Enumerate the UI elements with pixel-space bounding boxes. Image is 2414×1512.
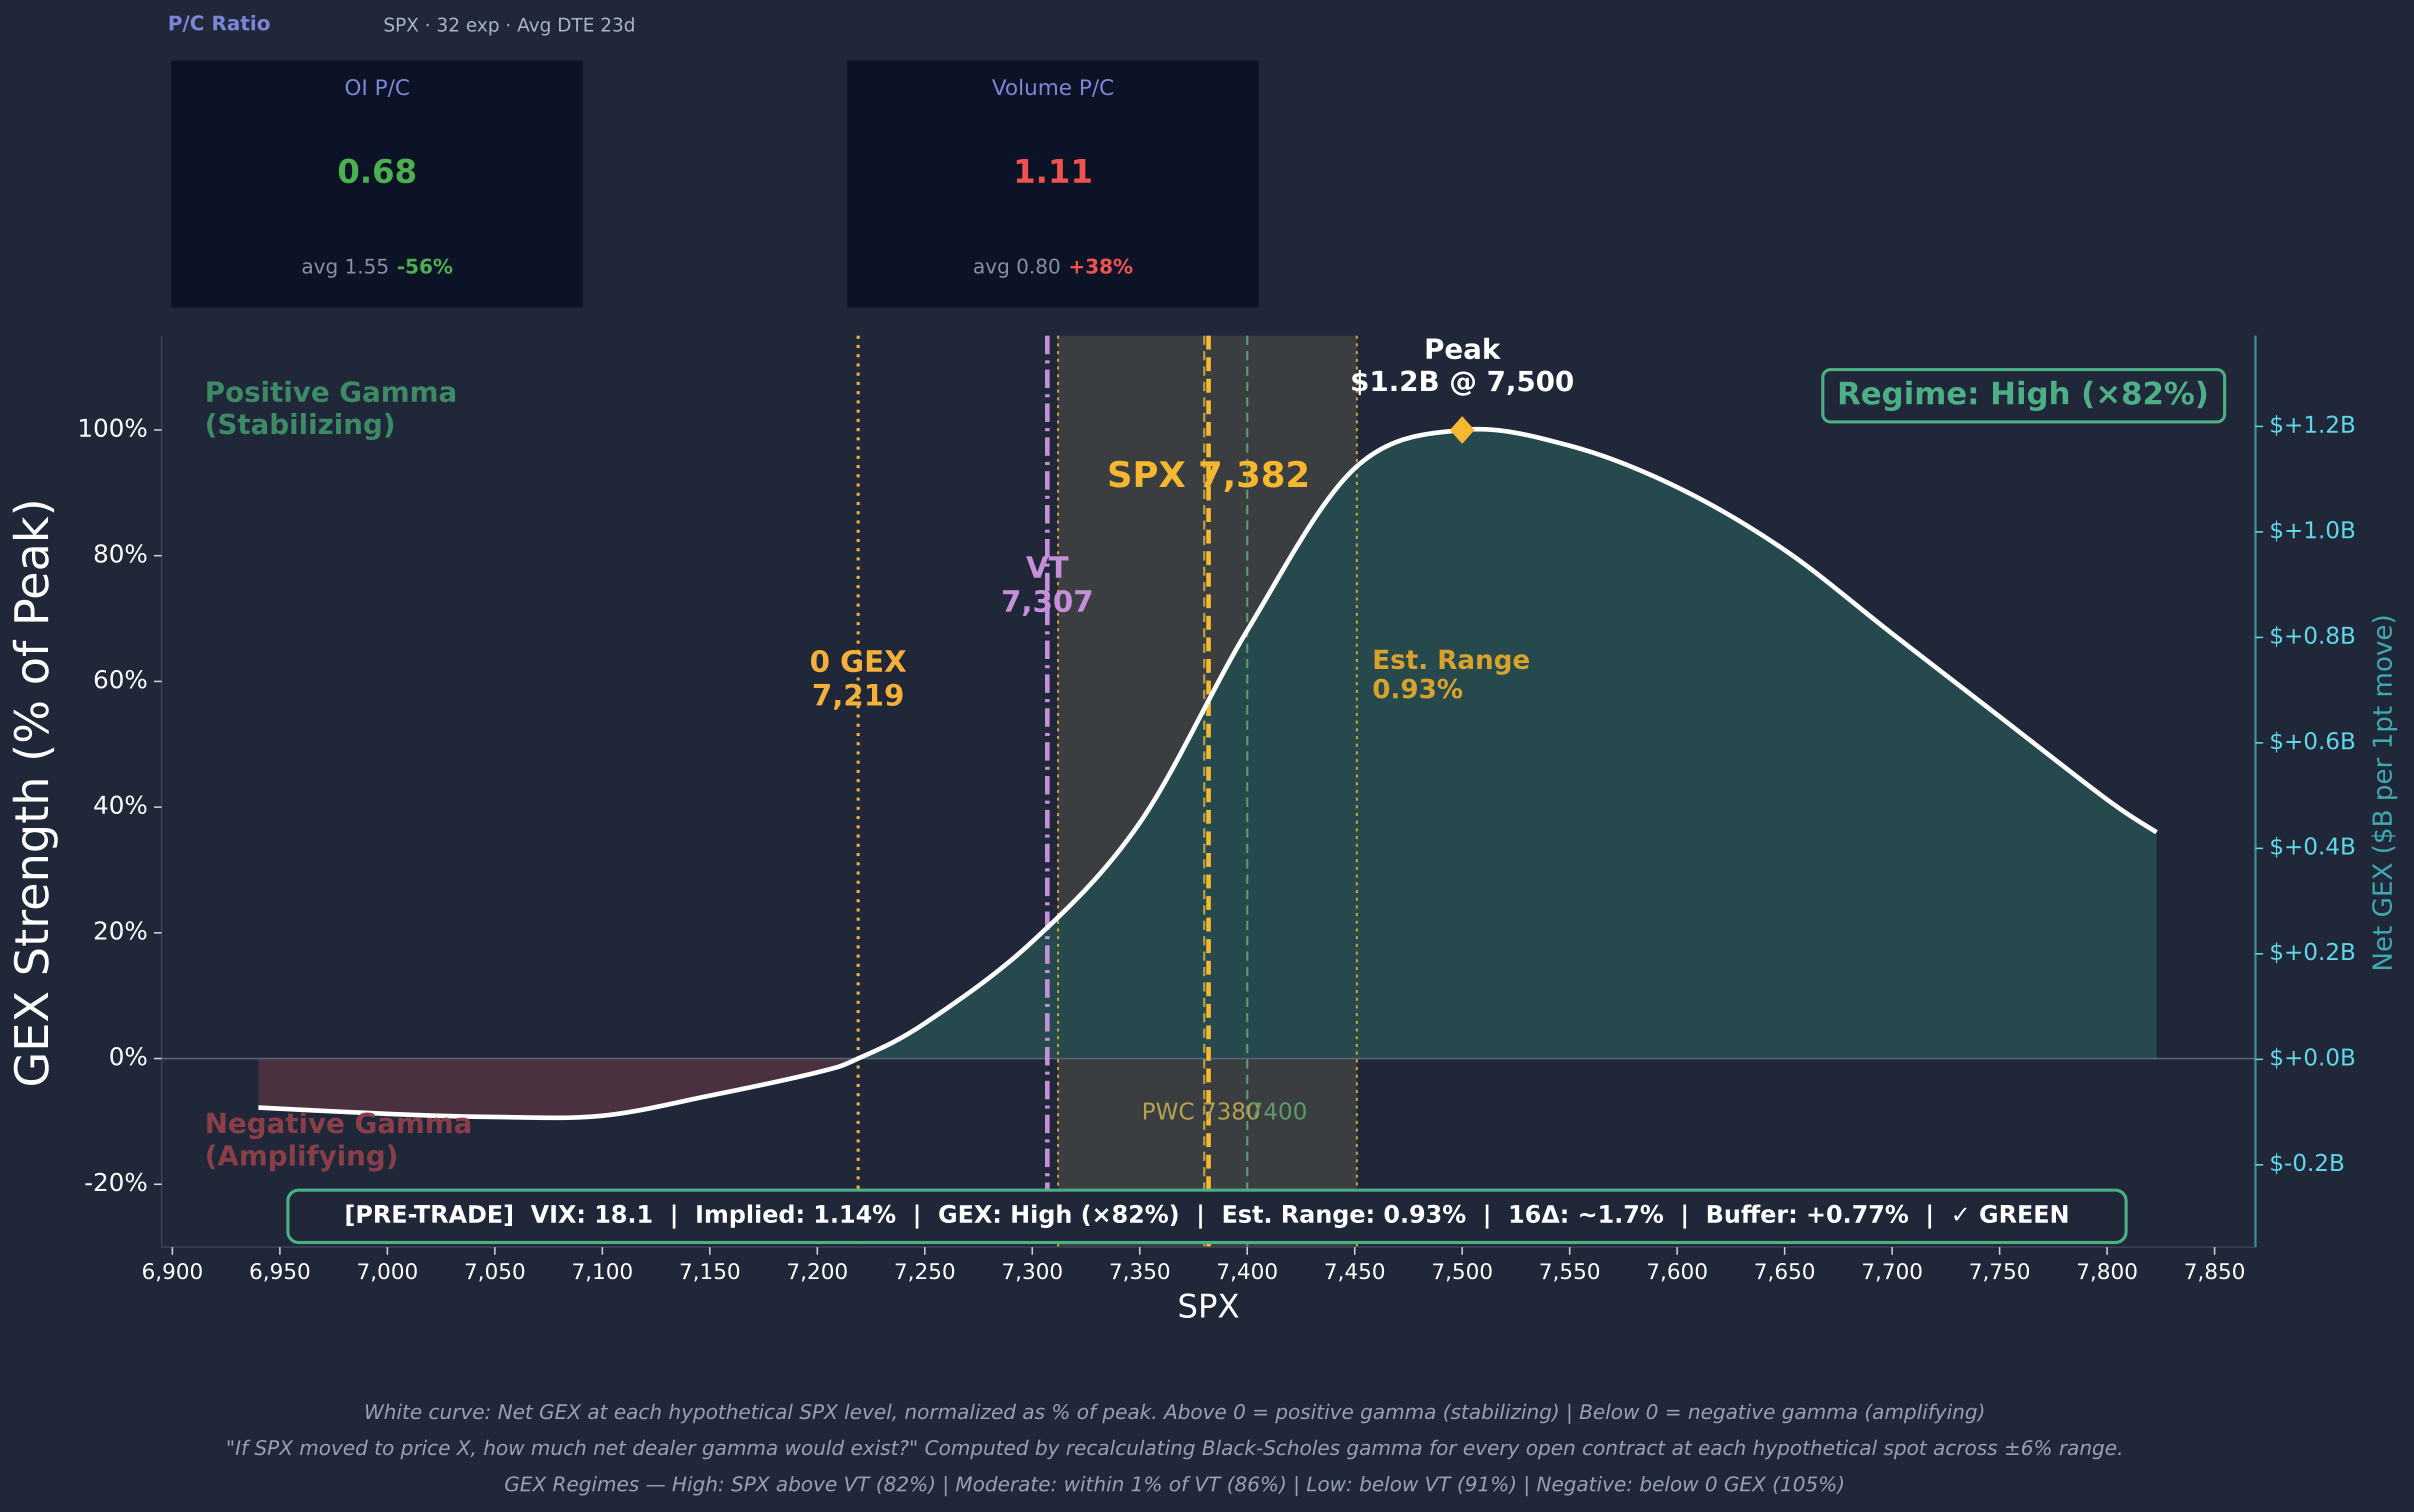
negative-area (258, 1058, 858, 1118)
footnote: White curve: Net GEX at each hypothetica… (364, 1401, 1986, 1424)
x-tick-label: 7,400 (1216, 1260, 1278, 1284)
card-avg-text: avg 0.80 (973, 256, 1060, 278)
x-tick-label: 7,300 (1002, 1260, 1063, 1284)
peak-marker (1450, 416, 1475, 444)
card-value: 1.11 (1013, 154, 1093, 191)
reference-label: 7,219 (812, 678, 904, 712)
footnote: "If SPX moved to price X, how much net d… (226, 1437, 2124, 1460)
y2-tick-label: $+1.0B (2270, 516, 2356, 544)
positive-area (258, 429, 2157, 1059)
panel-subtitle: SPX · 32 exp · Avg DTE 23d (384, 14, 636, 36)
x-axis-label: SPX (1178, 1288, 1240, 1326)
y2-tick-label: $+0.2B (2270, 938, 2356, 966)
card-avg: avg 0.80 +38% (973, 256, 1133, 278)
x-tick-label: 7,050 (464, 1260, 526, 1284)
y-tick-label: -20% (84, 1168, 148, 1197)
x-tick-label: 7,750 (1969, 1260, 2030, 1284)
peak-label: Peak (1424, 334, 1501, 366)
positive-gamma-label: (Stabilizing) (205, 409, 396, 441)
x-tick-label: 6,950 (249, 1260, 310, 1284)
negative-gamma-label: Negative Gamma (205, 1108, 472, 1140)
y-tick-label: 40% (93, 791, 148, 820)
x-tick-label: 7,450 (1324, 1260, 1386, 1284)
est-range-label: Est. Range (1372, 645, 1530, 676)
y2-axis-label: Net GEX ($B per 1pt move) (2368, 614, 2398, 972)
regime-label: Regime: High (×82%) (1837, 376, 2209, 412)
y-tick-label: 0% (108, 1042, 148, 1072)
y-tick-label: 80% (93, 540, 148, 568)
gex-curve (258, 426, 2158, 1120)
x-tick-label: 7,800 (2076, 1260, 2138, 1284)
card (846, 59, 1260, 309)
y2-tick-label: $+1.2B (2270, 411, 2356, 438)
y2-tick-label: $+0.6B (2270, 728, 2356, 754)
y2-tick-label: $-0.2B (2270, 1150, 2345, 1176)
y-tick-label: 100% (78, 414, 148, 442)
status-box (286, 1188, 2128, 1244)
footnote: GEX Regimes — High: SPX above VT (82%) |… (504, 1473, 1845, 1496)
card-avg-text: avg 1.55 (302, 256, 389, 278)
x-tick-label: 7,700 (1862, 1260, 1923, 1284)
status-text: [PRE-TRADE] VIX: 18.1 | Implied: 1.14% |… (344, 1202, 2070, 1229)
card-avg: avg 1.55 -56% (302, 256, 453, 278)
y-axis-label: GEX Strength (% of Peak) (5, 498, 59, 1088)
x-tick-label: 7,000 (356, 1260, 418, 1284)
card-value: 0.68 (338, 154, 418, 191)
x-tick-label: 6,900 (142, 1260, 203, 1284)
x-tick-label: 7,200 (786, 1260, 848, 1284)
negative-gamma-label: (Amplifying) (205, 1140, 398, 1172)
y2-tick-label: $+0.4B (2270, 833, 2356, 860)
y-tick-label: 60% (93, 665, 148, 694)
y-tick-label: 20% (93, 916, 148, 946)
x-tick-label: 7,600 (1646, 1260, 1708, 1284)
panel-title: P/C Ratio (168, 12, 270, 35)
card-title: Volume P/C (992, 76, 1114, 100)
reference-label: VT (1026, 551, 1068, 585)
reference-label: SPX 7,382 (1107, 454, 1310, 496)
y2-tick-label: $+0.8B (2270, 622, 2356, 649)
peak-label: $1.2B @ 7,500 (1350, 366, 1574, 398)
reference-label: 7400 (1248, 1098, 1308, 1125)
x-tick-label: 7,850 (2184, 1260, 2245, 1284)
x-tick-label: 7,100 (572, 1260, 633, 1284)
x-tick-label: 7,550 (1539, 1260, 1600, 1284)
reference-label: PWC 7380 (1142, 1098, 1260, 1125)
x-tick-label: 7,250 (894, 1260, 956, 1284)
card (170, 59, 584, 309)
y2-tick-label: $+0.0B (2270, 1044, 2356, 1071)
card-title: OI P/C (344, 76, 410, 100)
x-tick-label: 7,350 (1109, 1260, 1170, 1284)
reference-label: 0 GEX (810, 644, 906, 678)
x-tick-label: 7,500 (1432, 1260, 1493, 1284)
est-range-label: 0.93% (1372, 674, 1464, 705)
card-change: +38% (1068, 256, 1133, 278)
positive-gamma-label: Positive Gamma (205, 377, 458, 409)
card-change: -56% (397, 256, 453, 278)
regime-box (1821, 368, 2226, 424)
x-tick-label: 7,650 (1754, 1260, 1816, 1284)
reference-label: 7,307 (1001, 584, 1094, 618)
x-tick-label: 7,150 (679, 1260, 740, 1284)
